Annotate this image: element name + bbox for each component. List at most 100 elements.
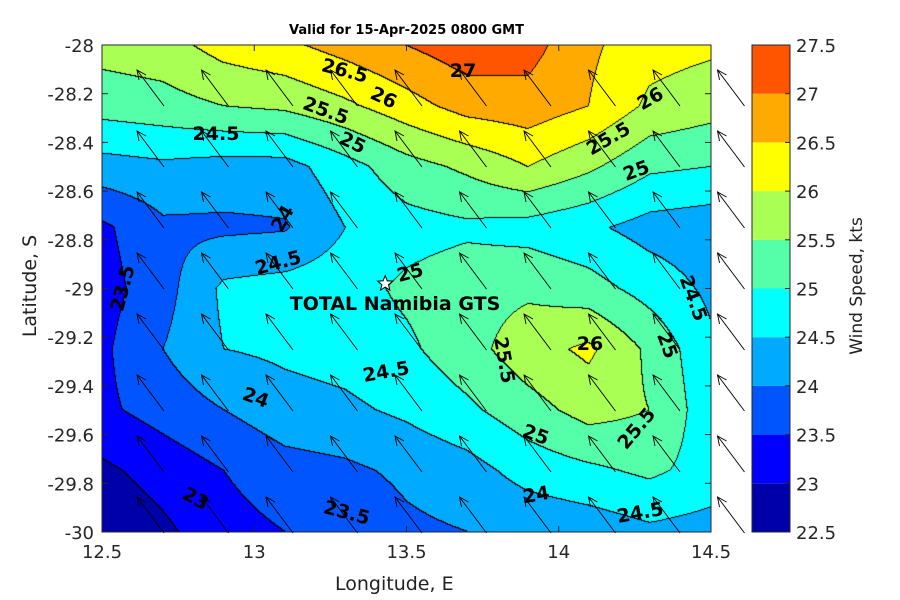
wind-arrow [717, 374, 745, 412]
wind-arrow [136, 252, 165, 290]
wind-arrow [136, 69, 165, 107]
wind-arrow [136, 191, 165, 229]
wind-arrow-head [523, 374, 534, 386]
wind-arrow [588, 69, 616, 107]
wind-arrow-head [458, 69, 469, 81]
wind-arrow-head [652, 191, 663, 203]
wind-arrow [394, 313, 423, 351]
wind-arrow-head [200, 496, 211, 508]
contour-label: 23 [179, 483, 213, 515]
wind-arrow-head [652, 130, 663, 142]
wind-arrow [459, 69, 487, 107]
wind-arrow-head [136, 313, 147, 325]
wind-arrow-head [652, 252, 663, 264]
station-label: TOTAL Namibia GTS [290, 293, 501, 315]
wind-arrow-head [265, 374, 276, 386]
contour-label: 24 [267, 202, 299, 236]
contour-label: 25 [395, 259, 426, 287]
wind-arrow-head [458, 191, 469, 203]
wind-arrow [136, 130, 165, 168]
wind-arrow-head [587, 252, 598, 264]
contour-label: 23.5 [106, 263, 139, 314]
wind-arrow-head [587, 69, 598, 81]
wind-arrow-head [329, 313, 340, 325]
wind-arrow-head [716, 374, 727, 386]
wind-arrow [201, 252, 229, 290]
contour-label: 25 [620, 156, 652, 186]
wind-arrow [136, 374, 165, 412]
x-tick-label: 13.5 [386, 542, 426, 563]
wind-arrow [394, 69, 423, 107]
colorbar-swatch [752, 434, 790, 484]
wind-arrow [330, 435, 358, 473]
wind-arrow-head [587, 191, 598, 203]
colorbar-tick-label: 27.5 [796, 36, 836, 57]
wind-arrow [459, 191, 487, 229]
wind-arrow-head [394, 374, 405, 386]
wind-arrow-head [458, 374, 469, 386]
wind-arrow [201, 191, 229, 229]
wind-arrow-head [394, 435, 405, 447]
wind-arrow-head [523, 313, 534, 325]
wind-arrow [330, 496, 358, 534]
colorbar-swatch [752, 483, 790, 532]
wind-arrow [201, 496, 229, 534]
wind-arrow-head [329, 374, 340, 386]
wind-arrow [588, 130, 616, 168]
wind-arrow [459, 435, 487, 473]
wind-arrow [523, 252, 552, 290]
wind-arrow-head [458, 313, 469, 325]
contour-label: 26 [367, 82, 400, 113]
wind-arrow-head [587, 374, 598, 386]
y-tick-label: -29.6 [47, 426, 94, 447]
wind-arrow-head [716, 313, 727, 325]
wind-arrow [588, 313, 616, 351]
wind-arrow [717, 435, 745, 473]
x-tick-label: 12.5 [82, 542, 122, 563]
contour-label: 25.5 [489, 335, 519, 385]
wind-arrow [265, 374, 294, 412]
colorbar-swatch [752, 288, 790, 338]
wind-arrow-head [587, 435, 598, 447]
wind-arrow [717, 252, 745, 290]
wind-arrow [330, 69, 358, 107]
wind-arrow-head [523, 496, 534, 508]
x-tick-label: 13 [243, 542, 266, 563]
wind-arrow [717, 191, 745, 229]
wind-arrow [201, 130, 229, 168]
wind-arrow-head [458, 252, 469, 264]
wind-arrow-head [394, 252, 405, 264]
wind-arrow [459, 313, 487, 351]
wind-arrow-head [200, 435, 211, 447]
wind-arrow-head [716, 496, 727, 508]
wind-arrow [394, 191, 423, 229]
wind-arrow-head [329, 496, 340, 508]
wind-arrow-head [200, 374, 211, 386]
wind-arrow-head [136, 496, 147, 508]
wind-arrow [652, 496, 681, 534]
wind-arrow [588, 374, 616, 412]
contour-label: 24.5 [193, 123, 240, 145]
wind-arrow [523, 496, 552, 534]
contour-label: 23.5 [321, 496, 372, 529]
wind-arrow-head [523, 435, 534, 447]
wind-arrow [330, 191, 358, 229]
y-axis-label: Latitude, S [19, 234, 41, 338]
wind-arrow [459, 374, 487, 412]
wind-arrow-head [523, 191, 534, 203]
y-tick-label: -29.8 [47, 474, 94, 495]
contour-label: 24 [521, 482, 551, 508]
contour-label: 26.5 [319, 54, 370, 87]
colorbar-swatch [752, 142, 790, 192]
colorbar-tick-label: 25.5 [796, 231, 836, 252]
wind-arrow-head [652, 496, 663, 508]
wind-arrow [265, 69, 294, 107]
wind-arrow [265, 496, 294, 534]
wind-arrow-head [458, 130, 469, 142]
colorbar-tick-label: 24.5 [796, 328, 836, 349]
colorbar-swatch [752, 93, 790, 143]
wind-arrow-head [458, 435, 469, 447]
contour-label: 25.5 [583, 118, 635, 160]
